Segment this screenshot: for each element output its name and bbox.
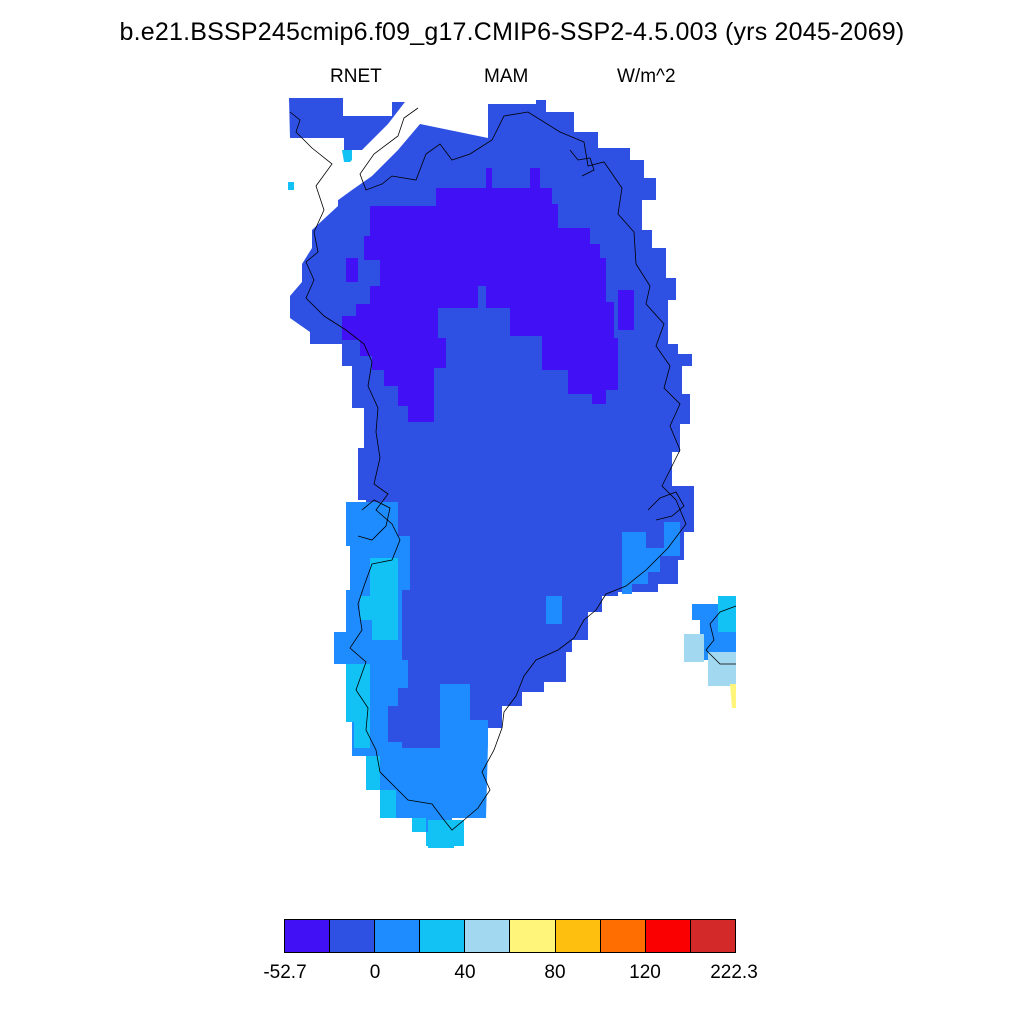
region-coast-cyan	[360, 558, 398, 640]
colorbar-swatch	[420, 920, 466, 952]
region-coast-cyan	[346, 664, 370, 748]
plot-title: b.e21.BSSP245cmip6.f09_g17.CMIP6-SSP2-4.…	[119, 18, 905, 46]
colorbar-tick-label: 80	[544, 962, 566, 983]
colorbar-swatch	[690, 920, 735, 952]
colorbar-swatch	[465, 920, 511, 952]
coastline-west-fjord	[357, 499, 391, 541]
coastline-island	[705, 605, 737, 665]
coastline	[289, 107, 737, 831]
variable-label: RNET	[330, 66, 382, 87]
colorbar-tick-label: 120	[629, 962, 661, 983]
region-east-mid	[546, 596, 562, 624]
colorbar-swatch	[555, 920, 601, 952]
coastline-main	[289, 107, 687, 831]
colorbar-swatch	[510, 920, 556, 952]
region-coldest	[618, 290, 634, 330]
region-coast-cyan	[366, 756, 464, 846]
region-coldest	[342, 168, 618, 422]
colorbar	[284, 919, 736, 953]
region-east-mid	[622, 522, 680, 594]
colorbar-tick-label: 222.3	[710, 962, 758, 983]
colorbar-tick-label: 0	[369, 962, 381, 983]
region-north-cyan	[288, 182, 294, 190]
colorbar-swatch	[330, 920, 376, 952]
colorbar-swatch	[645, 920, 691, 952]
season-label: MAM	[484, 66, 529, 87]
region-coast-cyan	[428, 820, 454, 848]
colorbar-swatch	[285, 920, 331, 952]
units-label: W/m^2	[617, 66, 676, 87]
coastline-east-fjord	[647, 491, 685, 521]
colorbar-swatch	[600, 920, 646, 952]
region-coldest	[346, 258, 358, 282]
region-north-cyan	[342, 150, 352, 162]
region-island	[718, 596, 736, 632]
map-fill-regions	[288, 98, 736, 848]
region-island	[684, 634, 704, 662]
colorbar-swatch	[375, 920, 421, 952]
region-island	[708, 652, 736, 686]
colorbar-tick-label: -52.7	[263, 962, 307, 983]
coastline-north-inlet	[569, 149, 595, 177]
region-island	[730, 684, 736, 708]
colorbar-tick-label: 40	[454, 962, 476, 983]
